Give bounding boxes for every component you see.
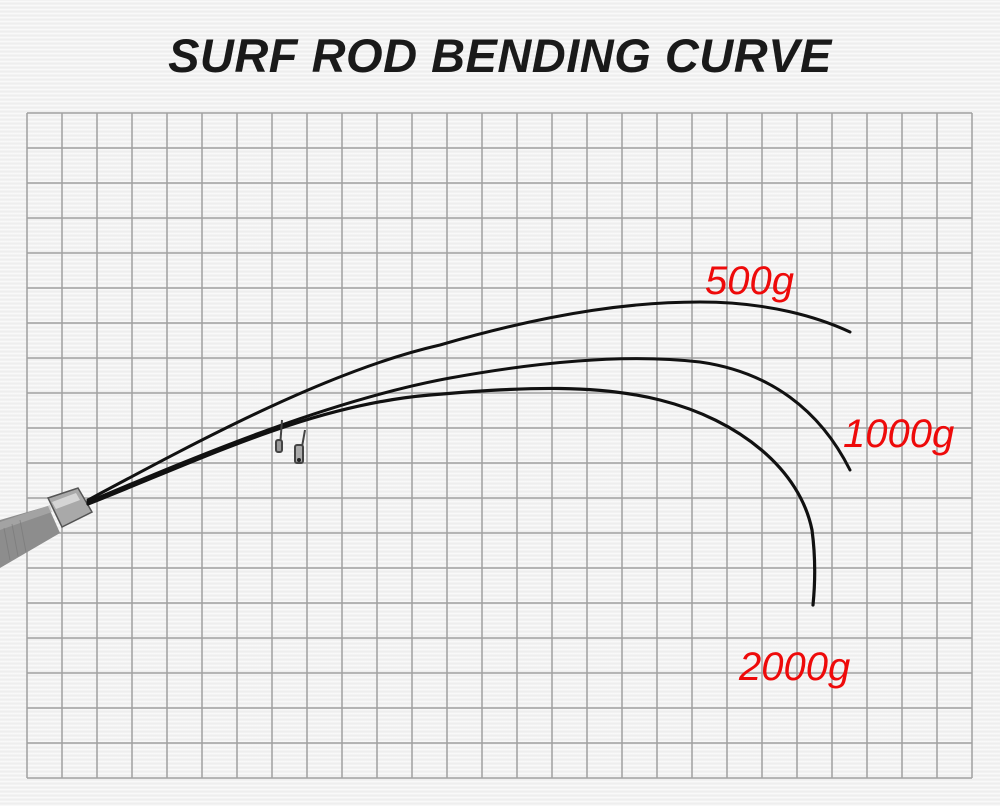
curve-1000g [86,357,852,504]
label-1000g: 1000g [843,412,954,456]
rod-handle [0,487,94,568]
rod-guides [275,419,306,464]
curve-2000g [86,386,817,607]
label-2000g: 2000g [738,645,850,689]
rod-curves [86,300,852,607]
label-500g: 500g [705,259,794,303]
grid [26,112,973,779]
chart-title: SURF ROD BENDING CURVE [168,29,832,82]
curve-labels: 500g 1000g 2000g [705,259,954,689]
curve-500g [86,300,852,502]
